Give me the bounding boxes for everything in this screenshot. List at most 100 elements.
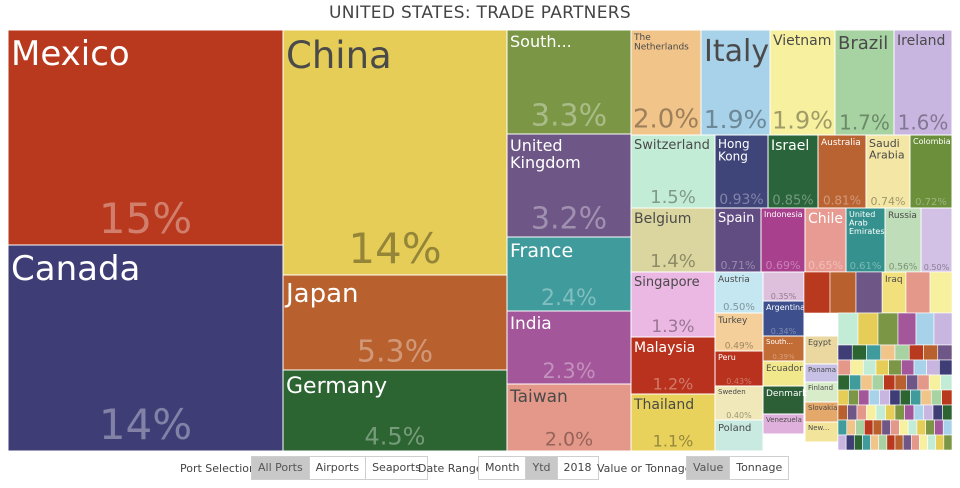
minor-partner-tile[interactable] [935,434,945,451]
minor-partner-tile[interactable] [923,404,934,421]
minor-partner-tile[interactable] [902,434,912,451]
date-option-ytd[interactable]: Ytd [525,457,557,479]
minor-partner-tile[interactable] [857,312,879,346]
minor-partner-tile[interactable] [837,434,847,451]
minor-partner-tile[interactable] [915,312,935,346]
minor-partner-tile[interactable] [934,419,944,436]
minor-partner-tile[interactable] [913,404,924,421]
minor-partner-tile[interactable] [901,359,915,376]
minor-partner-tile[interactable] [875,359,889,376]
minor-partner-tile[interactable] [860,374,873,391]
tile-slovakia[interactable]: Slovakia [804,401,839,423]
minor-partner-tile[interactable] [927,434,937,451]
minor-partner-tile[interactable] [837,419,848,436]
minor-partner-tile[interactable] [877,312,899,346]
minor-partner-tile[interactable] [933,312,953,346]
minor-partner-tile[interactable] [920,389,932,406]
tile-new[interactable]: New... [804,421,839,443]
tile-chile[interactable]: Chile 0.65% [804,207,847,273]
minor-partner-tile[interactable] [894,374,907,391]
tile-spain[interactable]: Spain 0.71% [714,207,762,273]
tile-turkey[interactable]: Turkey 0.49% [714,312,764,352]
tile-russia[interactable]: Russia 0.56% [884,207,922,273]
minor-partner-tile[interactable] [863,359,877,376]
minor-partner-tile[interactable] [837,404,848,421]
minor-partner-tile[interactable] [890,419,900,436]
minor-partner-tile[interactable] [943,434,953,451]
tile-germany[interactable]: Germany 4.5% [282,369,508,452]
treemap-chart[interactable]: Mexico15%Canada14%China14%Japan5.3%Germa… [0,0,960,456]
minor-partner-tile[interactable] [888,359,902,376]
tile-ecuador[interactable]: Ecuador [762,360,805,387]
minor-partner-tile[interactable] [899,419,909,436]
tile-united-arab-emirates[interactable]: United Arab Emirates 0.61% [845,207,886,273]
tile-saudi-arabia[interactable]: Saudi Arabia 0.74% [865,134,911,209]
minor-partner-tile[interactable] [875,404,886,421]
minor-partner-tile[interactable] [837,389,849,406]
tile-united-kingdom[interactable]: United Kingdom 3.2% [506,133,632,238]
metric-option-tonnage[interactable]: Tonnage [729,457,789,479]
tile-australia[interactable]: Australia 0.81% [817,134,867,209]
minor-partner-tile[interactable] [937,344,953,361]
minor-partner-tile[interactable] [940,374,953,391]
minor-partner-tile[interactable] [849,374,862,391]
minor-partner-tile[interactable] [885,404,896,421]
tile-israel[interactable]: Israel 0.85% [767,134,819,209]
tile-sweden[interactable]: Sweden 0.40% [714,385,764,421]
minor-partner-tile[interactable] [905,271,931,314]
tile-india[interactable]: India 2.3% [506,310,632,385]
minor-partner-tile[interactable] [917,374,930,391]
tile-argentina[interactable]: Argentina 0.34% [762,300,805,337]
minor-partner-tile[interactable] [850,359,864,376]
minor-partner-tile[interactable] [894,404,905,421]
minor-partner-tile[interactable] [879,389,891,406]
minor-partner-tile[interactable] [916,419,926,436]
minor-partner-tile[interactable] [894,434,904,451]
minor-partner-tile[interactable] [886,434,896,451]
tile-switzerland[interactable]: Switzerland 1.5% [630,134,716,209]
minor-partner-tile[interactable] [855,271,883,314]
tile-unlabeled-27[interactable]: 0.50% [920,207,953,273]
port-option-seaports[interactable]: Seaports [365,457,427,479]
tile-poland[interactable]: Poland [714,419,764,452]
tile-indonesia[interactable]: Indonesia 0.69% [760,207,806,273]
minor-partner-tile[interactable] [868,389,880,406]
tile-japan[interactable]: Japan 5.3% [282,274,508,371]
tile-venezuela[interactable]: Venezuela [762,413,805,435]
minor-partner-tile[interactable] [870,434,880,451]
tile-south[interactable]: South... 0.39% [762,335,805,362]
minor-partner-tile[interactable] [899,389,911,406]
minor-partner-tile[interactable] [928,374,941,391]
port-option-airports[interactable]: Airports [308,457,366,479]
tile-the-netherlands[interactable]: The Netherlands 2.0% [630,29,702,136]
tile-thailand[interactable]: Thailand 1.1% [630,393,716,452]
minor-partner-tile[interactable] [858,389,870,406]
tile-mexico[interactable]: Mexico 15% [7,29,284,246]
minor-partner-tile[interactable] [897,312,917,346]
minor-partner-tile[interactable] [906,374,919,391]
tile-finland[interactable]: Finland [804,381,839,403]
tile-italy[interactable]: Italy 1.9% [700,29,771,136]
minor-partner-tile[interactable] [864,419,874,436]
metric-option-value[interactable]: Value [687,457,730,479]
minor-partner-tile[interactable] [866,344,882,361]
minor-partner-tile[interactable] [851,344,867,361]
minor-partner-tile[interactable] [919,434,928,451]
date-option-month[interactable]: Month [479,457,526,479]
minor-partner-tile[interactable] [925,419,935,436]
tile-peru[interactable]: Peru 0.43% [714,350,764,387]
tile-south[interactable]: South... 3.3% [506,29,632,135]
minor-partner-tile[interactable] [910,389,922,406]
minor-partner-tile[interactable] [803,271,831,314]
minor-partner-tile[interactable] [942,419,953,436]
minor-partner-tile[interactable] [913,359,927,376]
minor-partner-tile[interactable] [856,404,867,421]
tile-singapore[interactable]: Singapore 1.3% [630,271,716,338]
minor-partner-tile[interactable] [847,404,858,421]
minor-partner-tile[interactable] [846,419,856,436]
minor-partner-tile[interactable] [923,344,939,361]
minor-partner-tile[interactable] [926,359,940,376]
minor-partner-tile[interactable] [883,374,896,391]
minor-partner-tile[interactable] [829,271,857,314]
minor-partner-tile[interactable] [910,434,920,451]
